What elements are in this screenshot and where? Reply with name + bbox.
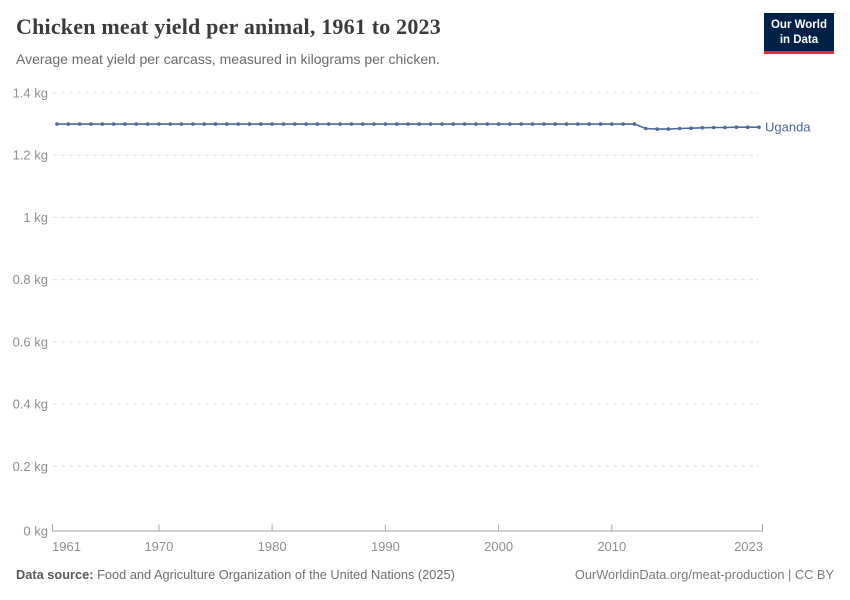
- data-source: Data source: Food and Agriculture Organi…: [16, 567, 455, 582]
- y-axis-tick-label: 0.8 kg: [13, 272, 48, 287]
- data-point: [689, 126, 693, 130]
- data-point: [89, 122, 93, 126]
- data-source-text: Food and Agriculture Organization of the…: [97, 567, 455, 582]
- x-axis-line: [52, 524, 763, 532]
- data-point: [213, 122, 218, 126]
- data-point: [349, 122, 354, 126]
- data-point: [632, 122, 637, 126]
- data-point: [168, 122, 172, 126]
- data-point: [315, 122, 320, 126]
- y-axis-tick-label: 1 kg: [23, 210, 48, 225]
- data-point: [66, 122, 71, 126]
- data-point: [191, 122, 195, 126]
- data-point: [202, 122, 206, 126]
- data-point: [734, 125, 739, 129]
- data-point: [610, 122, 614, 126]
- y-axis-tick-label: 1.2 kg: [13, 148, 48, 163]
- data-point: [530, 122, 535, 126]
- data-point: [123, 122, 127, 126]
- x-axis-tick-label: 1990: [371, 539, 400, 554]
- data-point: [700, 126, 705, 130]
- y-axis-tick-label: 0 kg: [23, 524, 48, 539]
- data-point: [587, 122, 591, 126]
- data-point: [157, 122, 161, 126]
- x-axis-tick-label: 2010: [597, 539, 626, 554]
- data-point: [496, 122, 501, 126]
- credit-link[interactable]: OurWorldinData.org/meat-production | CC …: [574, 567, 834, 582]
- y-axis-tick-label: 0.6 kg: [13, 334, 48, 349]
- owid-logo-line2: in Data: [779, 33, 819, 46]
- data-point: [485, 122, 490, 126]
- data-point: [372, 122, 376, 126]
- data-point: [508, 122, 512, 126]
- data-point: [711, 125, 716, 130]
- data-point: [677, 126, 682, 131]
- y-axis-tick-label: 1.4 kg: [13, 86, 48, 101]
- data-point: [236, 122, 240, 126]
- data-point: [338, 122, 342, 126]
- data-point: [428, 122, 433, 126]
- data-point: [666, 127, 671, 131]
- chart-footer: Data source: Food and Agriculture Organi…: [16, 567, 834, 582]
- data-point: [134, 122, 139, 126]
- data-point: [360, 122, 365, 126]
- data-point: [406, 122, 410, 126]
- data-point: [621, 122, 625, 126]
- data-point: [145, 122, 150, 126]
- data-point: [564, 122, 569, 126]
- data-point: [326, 122, 331, 126]
- data-point: [383, 122, 388, 126]
- data-point: [757, 125, 761, 129]
- owid-logo-line1: Our World: [770, 19, 827, 31]
- page-subtitle: Average meat yield per carcass, measured…: [16, 51, 440, 67]
- data-point: [259, 122, 263, 126]
- x-axis-tick-label: 1961: [52, 539, 81, 554]
- data-source-label: Data source:: [16, 567, 94, 582]
- data-point: [542, 122, 546, 126]
- data-point: [304, 122, 308, 126]
- data-point: [474, 122, 478, 126]
- data-point: [576, 122, 580, 126]
- data-point: [281, 122, 286, 126]
- data-point: [462, 122, 467, 126]
- x-axis-tick-label: 2023: [734, 539, 763, 554]
- y-axis-tick-label: 0.4 kg: [13, 397, 48, 412]
- data-point: [417, 122, 422, 126]
- data-point: [655, 127, 659, 131]
- data-point: [55, 122, 59, 126]
- data-point: [644, 126, 648, 131]
- page-title: Chicken meat yield per animal, 1961 to 2…: [16, 14, 441, 39]
- data-point: [77, 122, 82, 126]
- data-point: [100, 122, 105, 126]
- y-axis-tick-label: 0.2 kg: [13, 459, 48, 474]
- data-point: [111, 122, 116, 126]
- data-point: [440, 122, 444, 126]
- data-point: [598, 122, 603, 126]
- data-point: [519, 122, 523, 126]
- data-point: [394, 122, 399, 126]
- data-point: [225, 122, 229, 126]
- data-point: [179, 122, 184, 126]
- x-axis-tick-label: 1980: [258, 539, 287, 554]
- data-point: [745, 125, 750, 129]
- data-point: [723, 125, 727, 130]
- data-point: [293, 122, 297, 126]
- data-point: [247, 122, 252, 126]
- x-axis-tick-label: 1970: [144, 539, 173, 554]
- x-axis-tick-label: 2000: [484, 539, 513, 554]
- entity-label-uganda[interactable]: Uganda: [765, 120, 811, 135]
- owid-logo[interactable]: Our World in Data: [763, 13, 834, 54]
- data-point: [451, 122, 456, 126]
- data-point: [270, 122, 274, 126]
- data-point: [553, 122, 557, 126]
